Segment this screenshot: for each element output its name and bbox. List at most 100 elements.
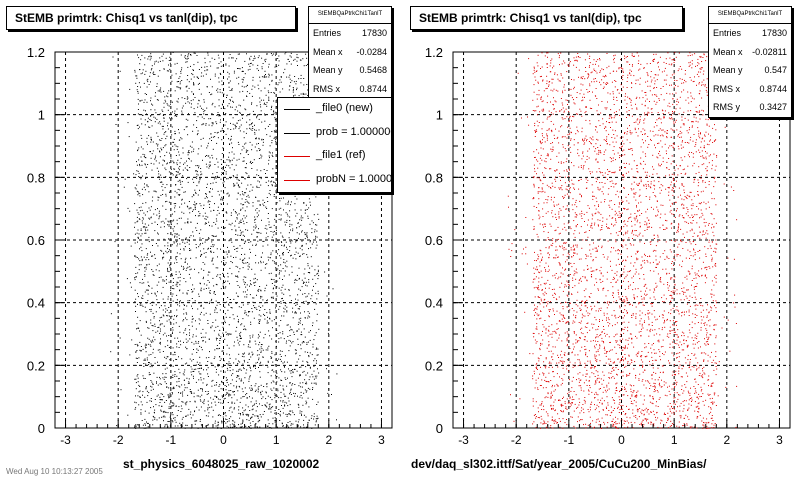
scatter-point (228, 395, 230, 397)
scatter-point (660, 118, 662, 120)
scatter-point (176, 302, 178, 304)
scatter-point (233, 184, 235, 186)
scatter-point (186, 90, 188, 92)
scatter-point (300, 93, 302, 95)
scatter-point (200, 268, 202, 270)
scatter-point (286, 361, 288, 363)
scatter-point (299, 306, 301, 307)
scatter-point (216, 114, 218, 116)
scatter-point (211, 385, 213, 387)
scatter-point (304, 317, 306, 319)
scatter-point (188, 325, 190, 326)
scatter-point (145, 166, 147, 168)
scatter-point (541, 75, 542, 77)
scatter-point (136, 75, 138, 77)
scatter-point (259, 309, 261, 311)
scatter-point (178, 325, 180, 327)
scatter-point (249, 422, 251, 424)
scatter-point (227, 280, 229, 282)
scatter-point (160, 338, 161, 340)
scatter-point (180, 70, 182, 72)
scatter-point (196, 352, 198, 353)
scatter-point (279, 384, 281, 386)
scatter-point (224, 108, 226, 110)
scatter-point (179, 194, 180, 196)
scatter-point (139, 165, 141, 167)
scatter-point (196, 420, 198, 422)
scatter-point (302, 371, 304, 373)
scatter-point (137, 316, 139, 318)
scatter-point (550, 225, 552, 227)
scatter-point (199, 399, 201, 401)
scatter-point (327, 392, 329, 394)
scatter-point (226, 178, 228, 180)
scatter-point (638, 416, 640, 418)
scatter-point (166, 356, 168, 358)
scatter-point (188, 381, 190, 383)
scatter-point (203, 269, 205, 271)
scatter-point (301, 386, 303, 388)
scatter-point (197, 174, 199, 176)
scatter-point (188, 81, 190, 83)
scatter-point (298, 406, 300, 408)
scatter-point (151, 169, 153, 171)
scatter-point (300, 366, 302, 368)
scatter-point (208, 155, 210, 157)
scatter-point (662, 317, 664, 319)
scatter-point (224, 385, 226, 386)
scatter-point (160, 176, 162, 178)
scatter-point (298, 321, 300, 323)
scatter-point (557, 278, 559, 280)
scatter-point (279, 270, 281, 272)
scatter-point (211, 402, 213, 404)
scatter-point (142, 391, 144, 393)
scatter-point (316, 224, 318, 226)
scatter-point (302, 404, 304, 406)
scatter-point (167, 412, 169, 414)
scatter-point (159, 178, 161, 180)
scatter-point (215, 267, 217, 269)
scatter-point (227, 105, 229, 107)
scatter-point (183, 313, 185, 315)
scatter-point (709, 245, 711, 247)
scatter-point (148, 239, 150, 241)
scatter-point (164, 411, 166, 413)
scatter-point (273, 92, 275, 94)
scatter-point (289, 382, 291, 384)
scatter-point (195, 328, 197, 330)
scatter-point (137, 424, 139, 426)
scatter-point (275, 192, 277, 194)
scatter-point (639, 226, 641, 228)
scatter-point (202, 262, 204, 263)
scatter-point (266, 170, 268, 171)
scatter-point (197, 130, 199, 132)
scatter-point (586, 139, 588, 140)
scatter-point (221, 231, 223, 233)
scatter-point (205, 163, 207, 165)
scatter-point (258, 129, 260, 131)
scatter-point (169, 392, 171, 394)
scatter-point (271, 140, 273, 141)
scatter-point (272, 380, 274, 382)
scatter-point (185, 257, 187, 259)
scatter-point (226, 95, 228, 96)
scatter-point (249, 141, 251, 143)
scatter-point (215, 283, 217, 285)
scatter-point (580, 419, 582, 421)
scatter-point (165, 144, 167, 146)
scatter-point (223, 251, 225, 253)
scatter-point (137, 344, 139, 346)
scatter-point (181, 408, 183, 410)
scatter-point (256, 187, 258, 188)
scatter-point (255, 307, 257, 309)
scatter-point (264, 114, 266, 116)
scatter-point (260, 416, 262, 418)
scatter-point (207, 69, 209, 71)
scatter-point (692, 156, 694, 158)
scatter-point (137, 191, 139, 193)
scatter-point (233, 385, 235, 387)
scatter-point (162, 377, 164, 379)
scatter-point (136, 276, 137, 278)
scatter-point (617, 152, 619, 154)
scatter-point (254, 285, 256, 286)
